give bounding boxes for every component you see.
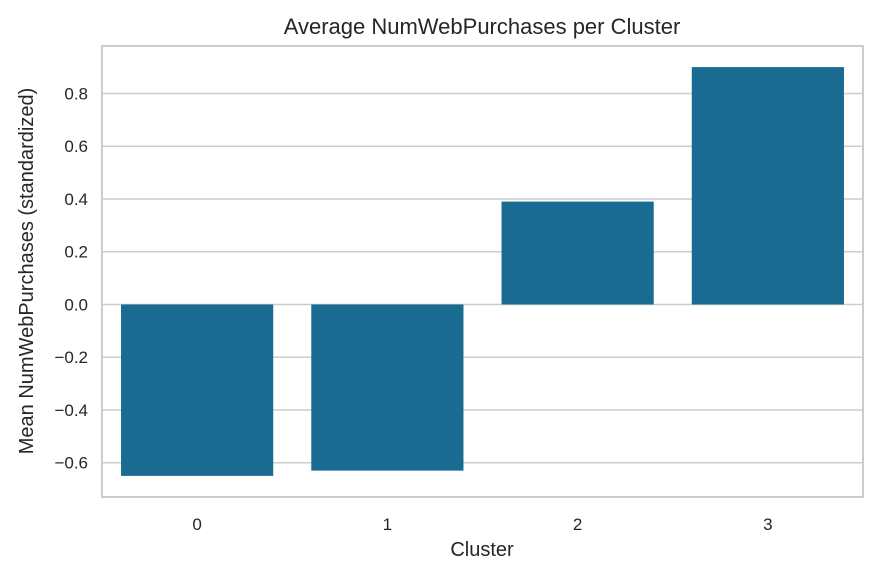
x-tick-label: 2 xyxy=(573,515,582,534)
x-tick-label: 3 xyxy=(763,515,772,534)
x-tick-label: 1 xyxy=(383,515,392,534)
y-tick-label: 0.0 xyxy=(64,295,88,314)
y-tick-label: −0.6 xyxy=(54,454,88,473)
y-axis-label: Mean NumWebPurchases (standardized) xyxy=(16,88,38,454)
y-tick-label: 0.8 xyxy=(64,84,88,103)
y-tick-label: 0.4 xyxy=(64,190,88,209)
x-ticks: 0 1 2 3 xyxy=(192,515,772,534)
bar xyxy=(691,67,844,305)
chart-title: Average NumWebPurchases per Cluster xyxy=(284,14,681,39)
plot-frame xyxy=(101,45,864,498)
bar xyxy=(311,304,464,471)
y-tick-label: 0.6 xyxy=(64,137,88,156)
y-tick-label: 0.2 xyxy=(64,243,88,262)
y-tick-label: −0.2 xyxy=(54,348,88,367)
x-tick-label: 0 xyxy=(192,515,201,534)
y-ticks: −0.6 −0.4 −0.2 0.0 0.2 0.4 0.6 0.8 xyxy=(54,84,88,472)
x-axis-label: Cluster xyxy=(450,539,514,561)
bar xyxy=(501,201,654,305)
y-tick-label: −0.4 xyxy=(54,401,88,420)
bar xyxy=(121,304,274,476)
bars xyxy=(121,67,844,476)
